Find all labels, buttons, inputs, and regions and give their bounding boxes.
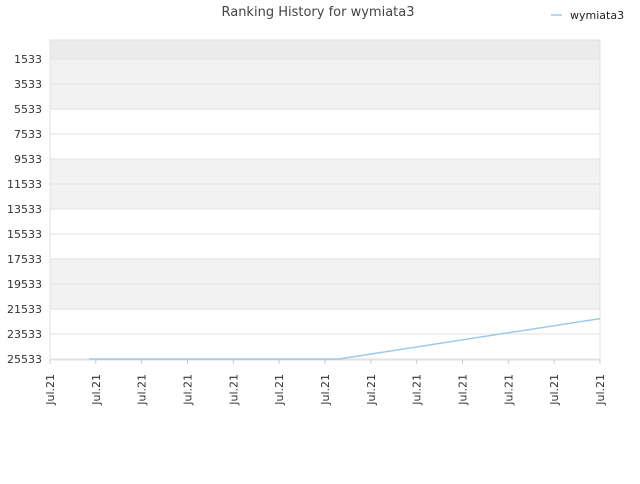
- grid-band: [50, 134, 600, 159]
- grid-bands: [49, 39, 601, 361]
- y-tick-label: 17533: [7, 253, 42, 266]
- x-tick-label: Jul.21: [227, 374, 240, 406]
- series-layer: [89, 317, 601, 360]
- x-tick-label: Jul.21: [594, 374, 607, 406]
- x-tick-label: Jul.21: [411, 374, 424, 406]
- grid-band: [50, 40, 600, 59]
- x-axis: Jul.21 Jul.21 Jul.21 Jul.21 Jul.21 Jul.21 Jul.…: [44, 360, 607, 406]
- y-tick-label: 7533: [14, 128, 42, 141]
- grid-band: [50, 284, 600, 309]
- x-tick-label: Jul.21: [44, 374, 57, 406]
- y-axis: 1533 3533 5533 7533 9533 11533 13533 15533 17533…: [7, 53, 42, 366]
- y-tick-label: 21533: [7, 303, 42, 316]
- x-tick-label: Jul.21: [90, 374, 103, 406]
- legend-label: wymiata3: [570, 9, 624, 22]
- y-tick-label: 9533: [14, 153, 42, 166]
- grid-band: [50, 209, 600, 234]
- x-tick-label: Jul.21: [457, 374, 470, 406]
- y-tick-label: 19533: [7, 278, 42, 291]
- grid-band: [50, 234, 600, 259]
- grid-band: [50, 334, 600, 359]
- grid-band: [50, 109, 600, 134]
- y-tick-label: 3533: [14, 78, 42, 91]
- grid-band: [50, 309, 600, 334]
- y-tick-label: 25533: [7, 353, 42, 366]
- y-tick-label: 13533: [7, 203, 42, 216]
- y-tick-label: 15533: [7, 228, 42, 241]
- x-tick-label: Jul.21: [502, 374, 515, 406]
- chart-title: Ranking History for wymiata3: [221, 5, 414, 20]
- y-tick-label: 11533: [7, 178, 42, 191]
- grid-band: [50, 259, 600, 284]
- grid-band: [50, 84, 600, 109]
- grid-band: [50, 184, 600, 209]
- x-tick-label: Jul.21: [136, 374, 149, 406]
- x-tick-label: Jul.21: [182, 374, 195, 406]
- legend[interactable]: wymiata3: [551, 9, 624, 22]
- x-tick-label: Jul.21: [365, 374, 378, 406]
- grid-band: [50, 159, 600, 184]
- y-tick-label: 5533: [14, 103, 42, 116]
- grid-band: [50, 59, 600, 84]
- x-tick-label: Jul.21: [273, 374, 286, 406]
- x-tick-label: Jul.21: [319, 374, 332, 406]
- x-tick-label: Jul.21: [548, 374, 561, 406]
- y-tick-label: 23533: [7, 328, 42, 341]
- series-line-wymiata3: [89, 317, 601, 360]
- y-tick-label: 1533: [14, 53, 42, 66]
